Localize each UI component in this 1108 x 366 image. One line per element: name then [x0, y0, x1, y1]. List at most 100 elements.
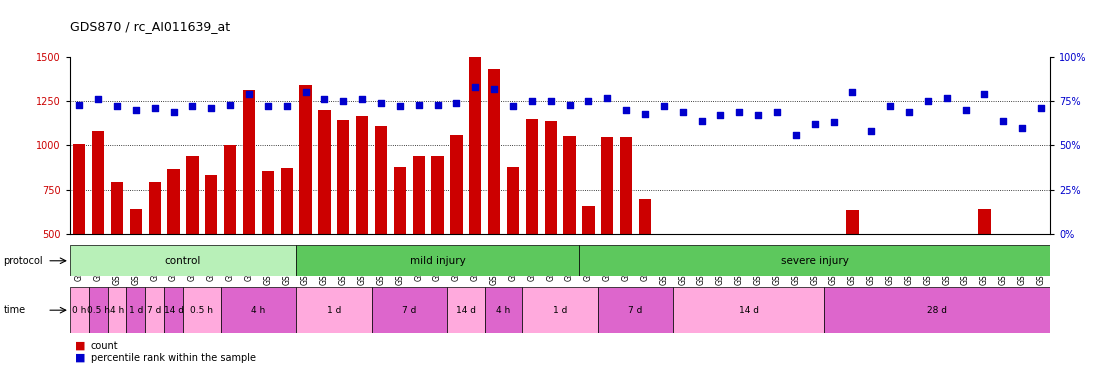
Bar [809, 288, 821, 323]
Bar [620, 137, 633, 323]
Bar [563, 136, 576, 323]
Point [692, 118, 710, 124]
Text: 4 h: 4 h [252, 306, 266, 315]
Point [429, 102, 447, 108]
Bar [280, 168, 293, 323]
Point [1013, 125, 1030, 131]
Text: protocol: protocol [3, 256, 43, 266]
Point [222, 102, 239, 108]
Point [259, 104, 277, 109]
Bar [696, 273, 708, 323]
Bar [447, 287, 484, 333]
Point [353, 96, 371, 102]
Bar [450, 135, 462, 323]
Bar [183, 287, 220, 333]
Bar [337, 120, 349, 323]
Bar [790, 307, 802, 323]
Bar [375, 126, 387, 323]
Point [994, 118, 1012, 124]
Bar [484, 287, 522, 333]
Bar [960, 252, 972, 323]
Bar [579, 245, 1050, 276]
Bar [525, 119, 538, 323]
Point [372, 100, 390, 106]
Bar [733, 249, 746, 323]
Point [410, 102, 428, 108]
Bar [598, 287, 674, 333]
Point [109, 104, 126, 109]
Text: 28 d: 28 d [927, 306, 947, 315]
Point [297, 89, 315, 95]
Bar [70, 245, 296, 276]
Text: mild injury: mild injury [410, 256, 465, 266]
Bar [658, 254, 670, 323]
Text: 7 d: 7 d [402, 306, 417, 315]
Bar [582, 206, 595, 323]
Point [862, 128, 880, 134]
Text: GDS870 / rc_AI011639_at: GDS870 / rc_AI011639_at [70, 20, 230, 33]
Bar [922, 236, 934, 323]
Text: 7 d: 7 d [628, 306, 643, 315]
Bar [89, 287, 107, 333]
Bar [371, 287, 447, 333]
Bar [296, 287, 371, 333]
Text: 1 d: 1 d [327, 306, 341, 315]
Bar [318, 110, 330, 323]
Point [598, 95, 616, 101]
Point [975, 91, 993, 97]
Text: ■: ■ [75, 353, 85, 363]
Text: 0 h: 0 h [72, 306, 86, 315]
Bar [469, 57, 481, 323]
Point [937, 95, 955, 101]
Bar [412, 156, 424, 323]
Bar [602, 137, 614, 323]
Bar [148, 182, 161, 323]
Bar [261, 171, 274, 323]
Bar [771, 249, 783, 323]
Bar [224, 146, 236, 323]
Text: 1 d: 1 d [553, 306, 567, 315]
Point [843, 89, 861, 95]
Point [146, 105, 164, 111]
Bar [107, 287, 126, 333]
Bar [639, 199, 652, 323]
Text: 0.5 h: 0.5 h [191, 306, 214, 315]
Text: ■: ■ [75, 341, 85, 351]
Bar [73, 144, 85, 323]
Point [730, 109, 748, 115]
Point [542, 98, 560, 104]
Point [561, 102, 578, 108]
Bar [506, 167, 519, 323]
Point [71, 102, 89, 108]
Point [1032, 105, 1049, 111]
Bar [1035, 259, 1047, 323]
Point [240, 91, 258, 97]
Text: 4 h: 4 h [496, 306, 511, 315]
Point [636, 111, 654, 116]
Point [900, 109, 917, 115]
Point [523, 98, 541, 104]
Point [956, 107, 974, 113]
Bar [677, 244, 689, 323]
Point [466, 84, 484, 90]
Text: count: count [91, 341, 119, 351]
Point [316, 96, 334, 102]
Bar [674, 287, 824, 333]
Bar [145, 287, 164, 333]
Bar [1016, 294, 1028, 323]
Bar [393, 167, 406, 323]
Point [504, 104, 522, 109]
Bar [544, 121, 557, 323]
Point [824, 119, 842, 125]
Bar [865, 302, 878, 323]
Text: percentile rank within the sample: percentile rank within the sample [91, 353, 256, 363]
Bar [847, 210, 859, 323]
Text: time: time [3, 305, 25, 315]
Bar [356, 116, 368, 323]
Point [787, 132, 804, 138]
Bar [828, 286, 840, 323]
Bar [431, 156, 443, 323]
Bar [997, 283, 1009, 323]
Point [919, 98, 936, 104]
Text: severe injury: severe injury [781, 256, 849, 266]
